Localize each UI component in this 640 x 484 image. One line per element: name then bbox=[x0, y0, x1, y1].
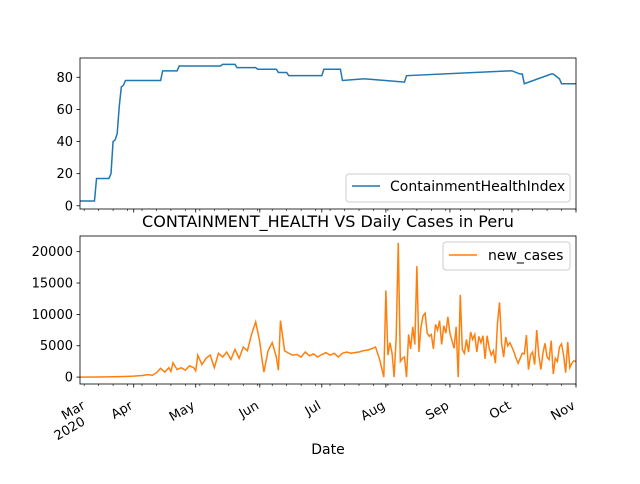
y-tick-label: 15000 bbox=[32, 277, 73, 292]
y-tick-label: 60 bbox=[56, 103, 73, 118]
bottom-legend-box bbox=[442, 241, 571, 271]
y-tick-label: 0 bbox=[65, 199, 73, 214]
top-legend-box bbox=[345, 173, 571, 203]
y-tick-label: 40 bbox=[56, 135, 73, 150]
x-tick-label: May bbox=[167, 398, 198, 425]
x-tick-label: Sep bbox=[423, 398, 452, 423]
y-tick-label: 20 bbox=[56, 167, 73, 182]
top-legend: ContainmentHealthIndex bbox=[345, 173, 571, 203]
top-y-ticks: 0 20 40 60 80 bbox=[56, 71, 80, 214]
bottom-legend: new_cases bbox=[442, 241, 571, 271]
x-tick-label: Jul bbox=[302, 398, 324, 419]
new-cases-line bbox=[79, 242, 577, 378]
x-tick-label: Apr bbox=[109, 398, 137, 423]
y-tick-label: 20000 bbox=[32, 245, 73, 260]
y-tick-label: 80 bbox=[56, 71, 73, 86]
top-chart: 0 20 40 60 80 ContainmentHealthIndex bbox=[56, 57, 577, 214]
x-tick-label: Jun bbox=[236, 398, 262, 422]
y-tick-label: 5000 bbox=[40, 339, 73, 354]
top-plot-frame bbox=[79, 57, 577, 210]
bottom-plot-frame bbox=[79, 235, 577, 385]
bottom-y-ticks: 0 5000 10000 15000 20000 bbox=[32, 245, 80, 386]
x-tick-label: Aug bbox=[358, 398, 387, 424]
top-legend-label: ContainmentHealthIndex bbox=[390, 179, 565, 195]
y-tick-label: 10000 bbox=[32, 308, 73, 323]
x-tick-label: Oct bbox=[487, 398, 514, 422]
health-index-line bbox=[80, 63, 576, 202]
y-tick-label: 0 bbox=[65, 371, 73, 386]
x-axis-label: Date bbox=[311, 442, 344, 458]
chart-title: CONTAINMENT_HEALTH VS Daily Cases in Per… bbox=[142, 212, 514, 232]
x-tick-label: Nov bbox=[549, 398, 579, 424]
bottom-legend-label: new_cases bbox=[488, 248, 563, 264]
bottom-chart: CONTAINMENT_HEALTH VS Daily Cases in Per… bbox=[32, 212, 579, 458]
